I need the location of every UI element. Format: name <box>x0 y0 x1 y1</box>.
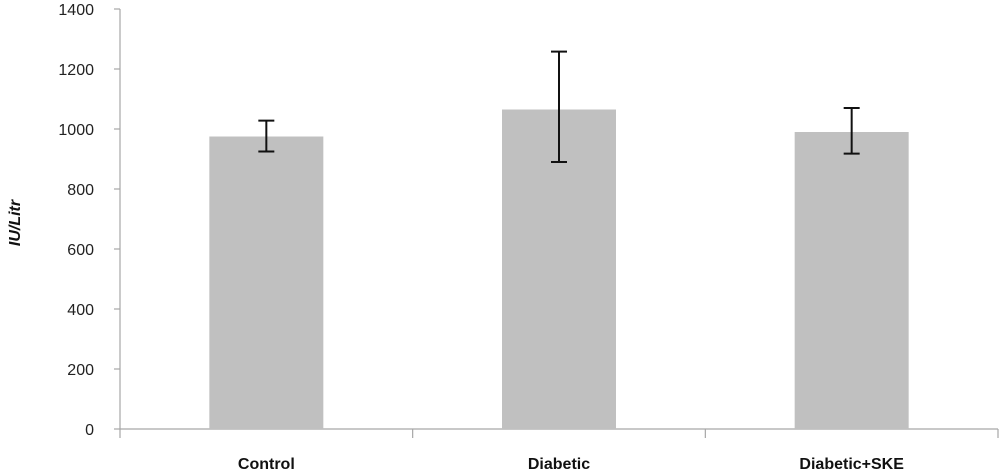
y-tick-label: 400 <box>67 302 94 319</box>
y-axis: 0 200 400 600 800 1000 1200 1400 <box>58 2 121 439</box>
y-tick-label: 200 <box>67 362 94 379</box>
y-tick-label: 1400 <box>58 2 94 19</box>
y-tick-label: 1200 <box>58 62 94 79</box>
x-tick-label: Diabetic <box>528 456 590 471</box>
y-tick-label: 800 <box>67 182 94 199</box>
y-axis-title: IU/Litr <box>7 199 24 246</box>
x-axis: Control Diabetic Diabetic+SKE <box>119 428 999 471</box>
bar-control <box>209 136 324 429</box>
y-tick-label: 0 <box>85 422 94 439</box>
x-tick-label: Diabetic+SKE <box>799 456 904 471</box>
x-tick-label: Control <box>238 456 295 471</box>
error-bars <box>258 50 860 163</box>
bar-diabetic-ske <box>794 132 909 429</box>
y-tick-label: 600 <box>67 242 94 259</box>
y-tick-label: 1000 <box>58 122 94 139</box>
